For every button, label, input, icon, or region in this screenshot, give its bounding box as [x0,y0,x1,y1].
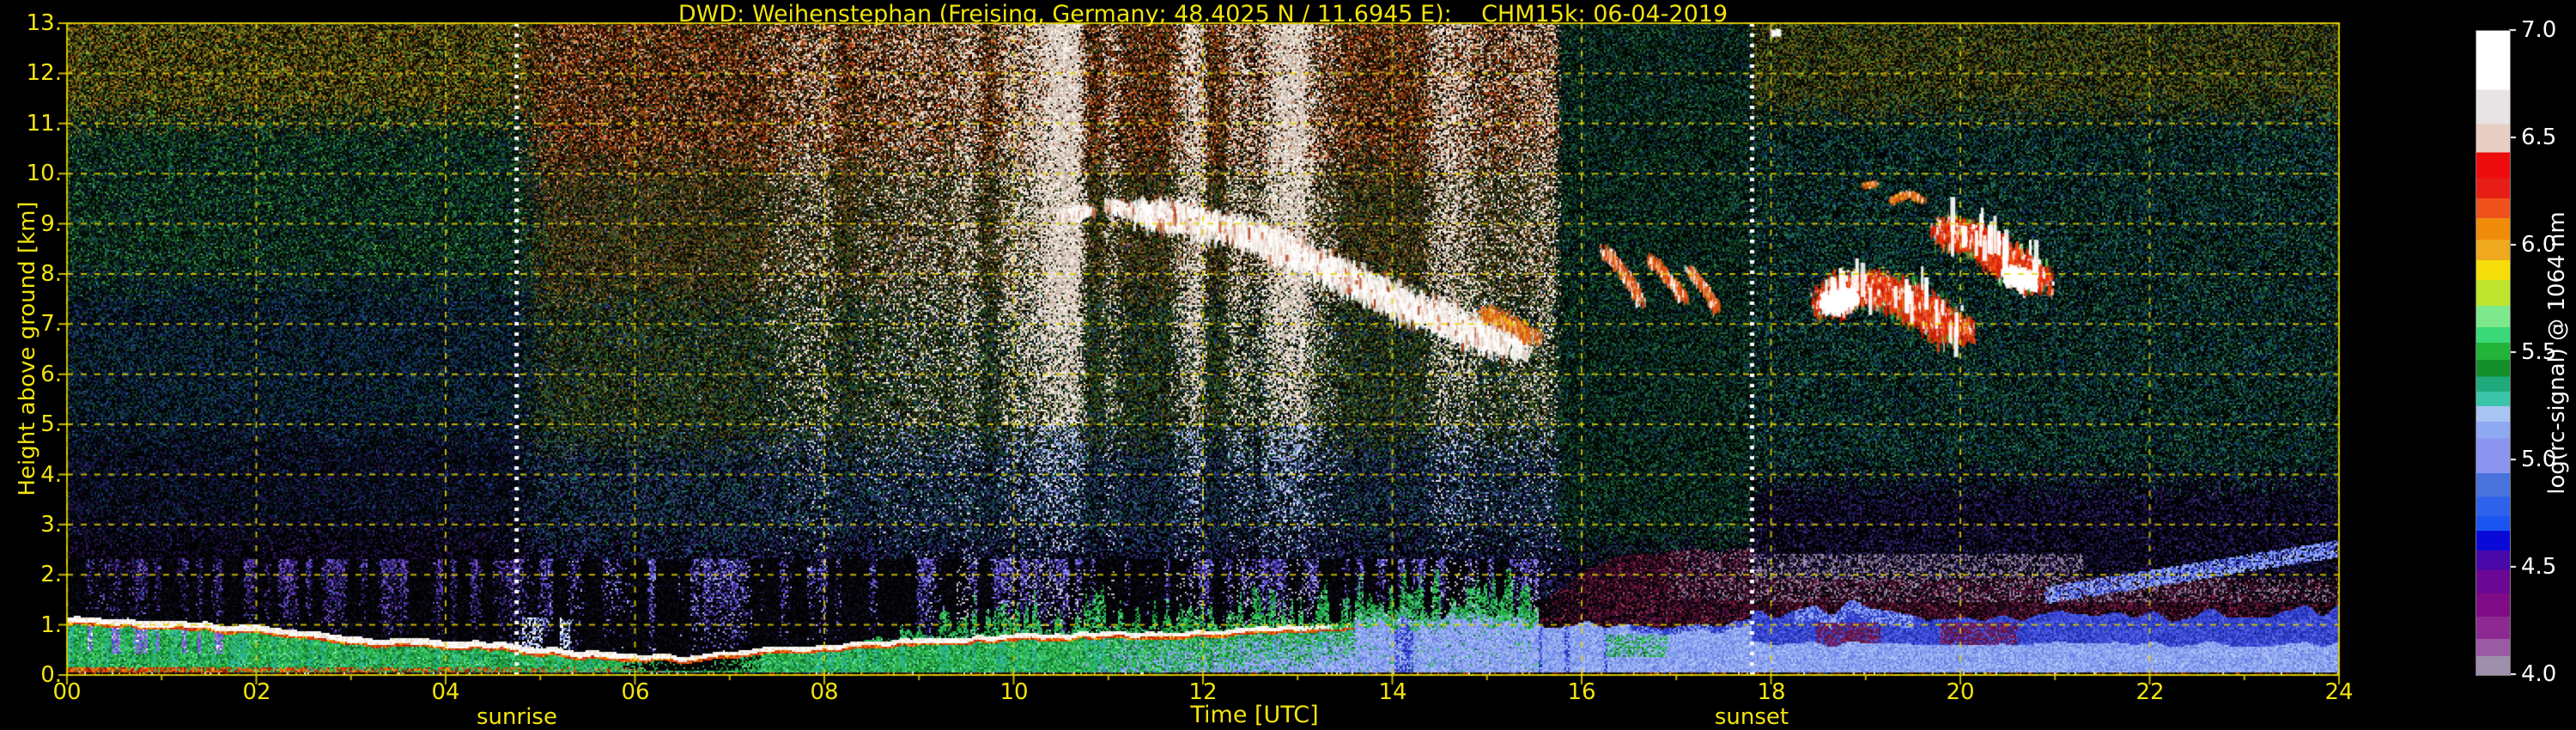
x-tick-08: 08 [810,679,839,705]
y-tick-0: 0. [40,662,62,688]
x-tick-10: 10 [999,679,1029,705]
y-tick-12: 12. [26,60,62,86]
x-tick-20: 20 [1946,679,1975,705]
x-tick-12: 12 [1188,679,1218,705]
x-tick-22: 22 [2136,679,2165,705]
colorbar-tick-4.5: 4.5 [2521,554,2557,580]
x-tick-18: 18 [1757,679,1786,705]
colorbar-tick-6.5: 6.5 [2521,125,2557,150]
y-tick-13: 13. [26,10,62,36]
colorbar-tick-5.0: 5.0 [2521,447,2557,472]
y-tick-6: 6. [40,362,62,387]
x-tick-02: 02 [242,679,271,705]
y-tick-9: 9. [40,211,62,237]
x-tick-14: 14 [1378,679,1407,705]
colorbar-label: log(rc-signal) @ 1064 nm [2544,211,2570,495]
sunset-annotation: sunset [1714,704,1789,730]
y-tick-8: 8. [40,261,62,287]
y-tick-1: 1. [40,612,62,638]
x-tick-24: 24 [2324,679,2354,705]
y-tick-3: 3. [40,512,62,538]
x-axis-label: Time [UTC] [1190,702,1319,728]
y-tick-10: 10. [26,161,62,186]
x-tick-00: 00 [52,679,82,705]
page-title: DWD: Weihenstephan (Freising, Germany; 4… [677,1,1728,27]
x-tick-16: 16 [1567,679,1596,705]
colorbar-tick-7.0: 7.0 [2521,17,2557,43]
sunrise-annotation: sunrise [477,704,557,730]
y-tick-7: 7. [40,311,62,337]
x-tick-04: 04 [431,679,460,705]
colorbar [2476,30,2511,676]
y-tick-4: 4. [40,462,62,488]
colorbar-tick-6.0: 6.0 [2521,232,2557,258]
y-tick-5: 5. [40,411,62,437]
x-tick-06: 06 [621,679,650,705]
y-tick-2: 2. [40,562,62,587]
y-tick-11: 11. [26,111,62,137]
colorbar-tick-4.0: 4.0 [2521,661,2557,687]
colorbar-tick-5.5: 5.5 [2521,339,2557,365]
